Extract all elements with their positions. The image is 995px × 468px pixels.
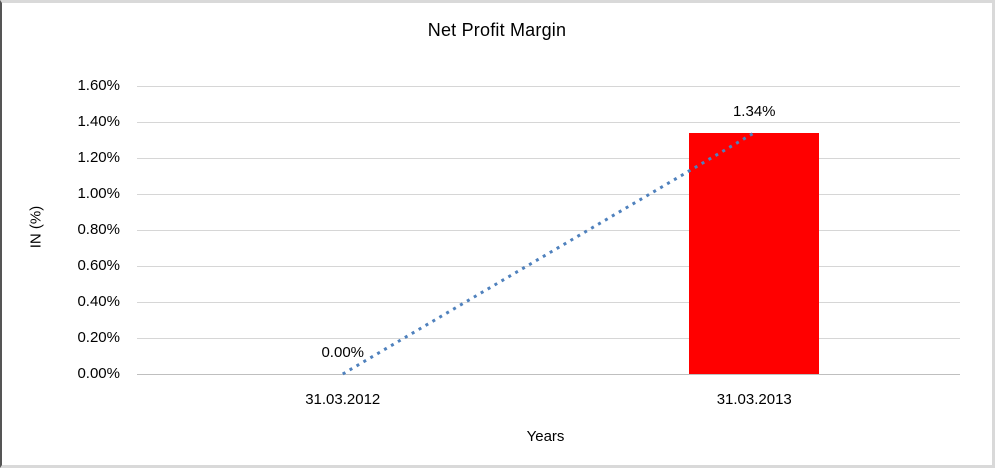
gridline [137, 85, 960, 87]
y-tick-label: 0.00% [77, 365, 120, 382]
gridline [137, 337, 960, 339]
gridline [137, 265, 960, 267]
y-tick-label: 0.80% [77, 221, 120, 238]
chart-title: Net Profit Margin [427, 20, 567, 40]
y-tick-label: 1.00% [77, 185, 120, 202]
x-category-label: 31.03.2013 [716, 391, 792, 408]
x-axis-title: Years [526, 428, 565, 445]
data-label: 1.34% [732, 102, 776, 120]
bar-31.03.2013 [689, 132, 820, 374]
y-tick-label: 0.40% [77, 293, 120, 310]
gridline [137, 157, 960, 159]
x-category-label: 31.03.2012 [305, 391, 381, 408]
y-tick-label: 1.20% [77, 149, 120, 166]
x-axis-line [137, 373, 960, 375]
gridline [137, 193, 960, 195]
data-label: 0.00% [321, 344, 365, 361]
gridline [137, 229, 960, 231]
y-tick-label: 0.60% [77, 257, 120, 274]
y-tick-label: 1.60% [77, 77, 120, 94]
y-tick-label: 0.20% [77, 329, 120, 346]
gridline [137, 301, 960, 303]
y-tick-label: 1.40% [77, 113, 120, 130]
gridline [137, 121, 960, 123]
